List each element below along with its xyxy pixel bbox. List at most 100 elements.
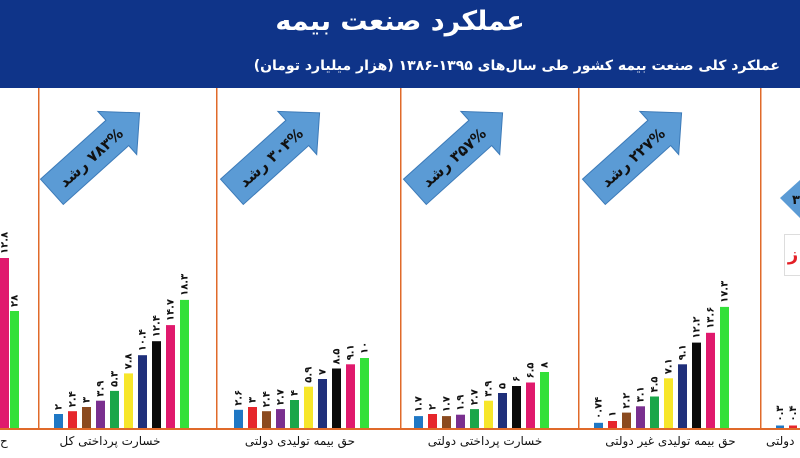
bar-value-label: ۳	[248, 397, 259, 403]
growth-arrow: ۳۰۴% رشد	[219, 110, 321, 206]
bar	[248, 407, 257, 428]
bar-value-label: ۲.۲	[622, 393, 633, 409]
chart-panels: ۷۸۳% رشد ۲ ۲.۴ ۳ ۳.۹ ۵.۳ ۷.۸ ۱۰.۴ ۱۲.۴ ۱۴.۷ ۱۸.۳ ۳۰…	[0, 88, 800, 458]
growth-arrow-shape	[402, 110, 504, 206]
bar-value-label: ۱۰.۴	[138, 329, 149, 351]
bar-value-label: ۳.۱	[636, 386, 647, 402]
bar	[594, 422, 603, 428]
bar	[10, 311, 19, 428]
growth-arrow-shape	[39, 110, 141, 206]
bar-value-label: ۸.۵	[332, 348, 343, 364]
bar	[636, 406, 645, 428]
bar-value-label: ۳	[82, 397, 93, 403]
panel-label-gov-claims: خسارت پرداختی دولتی	[427, 434, 543, 448]
partial-right-label: دولتی	[766, 434, 795, 448]
bar-value-label: ۲.۷	[276, 389, 287, 405]
bar	[428, 414, 437, 428]
bar-value-label: ۱۲.۸	[0, 232, 11, 254]
header-banner: عملکرد صنعت بیمه عملکرد کلی صنعت بیمه کش…	[0, 0, 800, 88]
bar	[360, 358, 369, 428]
bar	[776, 425, 784, 428]
bar-value-label: ۲۸	[10, 295, 21, 307]
bar	[540, 372, 549, 428]
bar-value-label: ۰.۳	[775, 405, 786, 421]
bar	[318, 379, 327, 428]
bar	[608, 421, 617, 428]
bar-value-label: ۱۷.۳	[720, 281, 731, 303]
bar	[512, 386, 521, 428]
bar-value-label: ۵.۹	[304, 367, 315, 383]
bar	[96, 400, 105, 428]
bar	[789, 425, 797, 428]
bar	[54, 414, 63, 428]
bar-value-label: ۳.۹	[96, 381, 107, 397]
bar-value-label: ۱.۹	[456, 395, 467, 411]
bar	[124, 373, 133, 428]
bar-value-label: ۷	[318, 369, 329, 375]
bar	[706, 332, 715, 428]
bar-value-label: ۱۲.۴	[152, 315, 163, 337]
bar-value-label: ۹.۱	[678, 344, 689, 360]
bar	[180, 299, 189, 428]
bar	[346, 364, 355, 428]
bar-value-label: ۶.۵	[526, 362, 537, 378]
bar	[166, 325, 175, 428]
bar	[290, 400, 299, 428]
bar	[262, 411, 271, 428]
bar-value-label: ۴.۵	[650, 376, 661, 392]
bar-value-label: ۱۰	[360, 342, 371, 354]
bar	[526, 382, 535, 428]
panel-label-gov-premium: حق بیمه تولیدی دولتی	[244, 434, 356, 448]
bar	[664, 378, 673, 428]
bar	[276, 409, 285, 428]
bar-value-label: ۵.۳	[110, 371, 121, 387]
bar	[414, 416, 423, 428]
bar	[152, 341, 161, 428]
panel-separator	[38, 88, 40, 428]
page-subtitle: عملکرد کلی صنعت بیمه کشور طی سال‌های ۱۳۹…	[253, 58, 780, 74]
bar-value-label: ۷.۱	[664, 358, 675, 374]
page-title: عملکرد صنعت بیمه	[275, 6, 525, 37]
bar	[678, 364, 687, 428]
bar-value-label: ۰.۴	[788, 405, 799, 421]
bar-value-label: ۸	[540, 362, 551, 368]
bar	[0, 258, 9, 428]
growth-arrow: ۷۸۳% رشد	[39, 110, 141, 206]
bar-value-label: ۱.۷	[442, 396, 453, 412]
bar	[650, 396, 659, 428]
panel-separator	[400, 88, 402, 428]
bar	[484, 400, 493, 428]
bar	[68, 411, 77, 428]
bar	[622, 412, 631, 428]
panel-label-total-claims: خسارت پرداختی کل	[59, 434, 161, 448]
bar-value-label: ۲	[54, 404, 65, 410]
bar-value-label: ۱۲.۲	[692, 316, 703, 338]
bar	[470, 409, 479, 428]
bar-value-label: ۳.۹	[484, 381, 495, 397]
brand-logo: ز	[784, 234, 800, 276]
bar-value-label: ۰.۷۴	[594, 397, 605, 419]
bar-value-label: ۲.۴	[262, 391, 273, 407]
bar-value-label: ۱۸.۳	[180, 274, 191, 296]
bar-value-label: ۷.۸	[124, 353, 135, 369]
baseline	[0, 428, 800, 430]
bar	[138, 355, 147, 428]
growth-arrow-shape	[581, 110, 683, 206]
bar-value-label: ۵	[498, 383, 509, 389]
growth-arrow-shape	[219, 110, 321, 206]
bar	[82, 407, 91, 428]
panel-separator	[760, 88, 762, 428]
panel-separator	[216, 88, 218, 428]
bar	[332, 368, 341, 428]
bar-value-label: ۹.۱	[346, 344, 357, 360]
growth-arrow: ۲۲۷% رشد	[581, 110, 683, 206]
bar	[304, 386, 313, 428]
panel-separator	[578, 88, 580, 428]
bar	[442, 416, 451, 428]
bar	[692, 342, 701, 428]
bar-value-label: ۲.۴	[68, 391, 79, 407]
bar	[456, 414, 465, 428]
bar-value-label: ۲.۶	[234, 390, 245, 406]
bar	[720, 306, 729, 428]
